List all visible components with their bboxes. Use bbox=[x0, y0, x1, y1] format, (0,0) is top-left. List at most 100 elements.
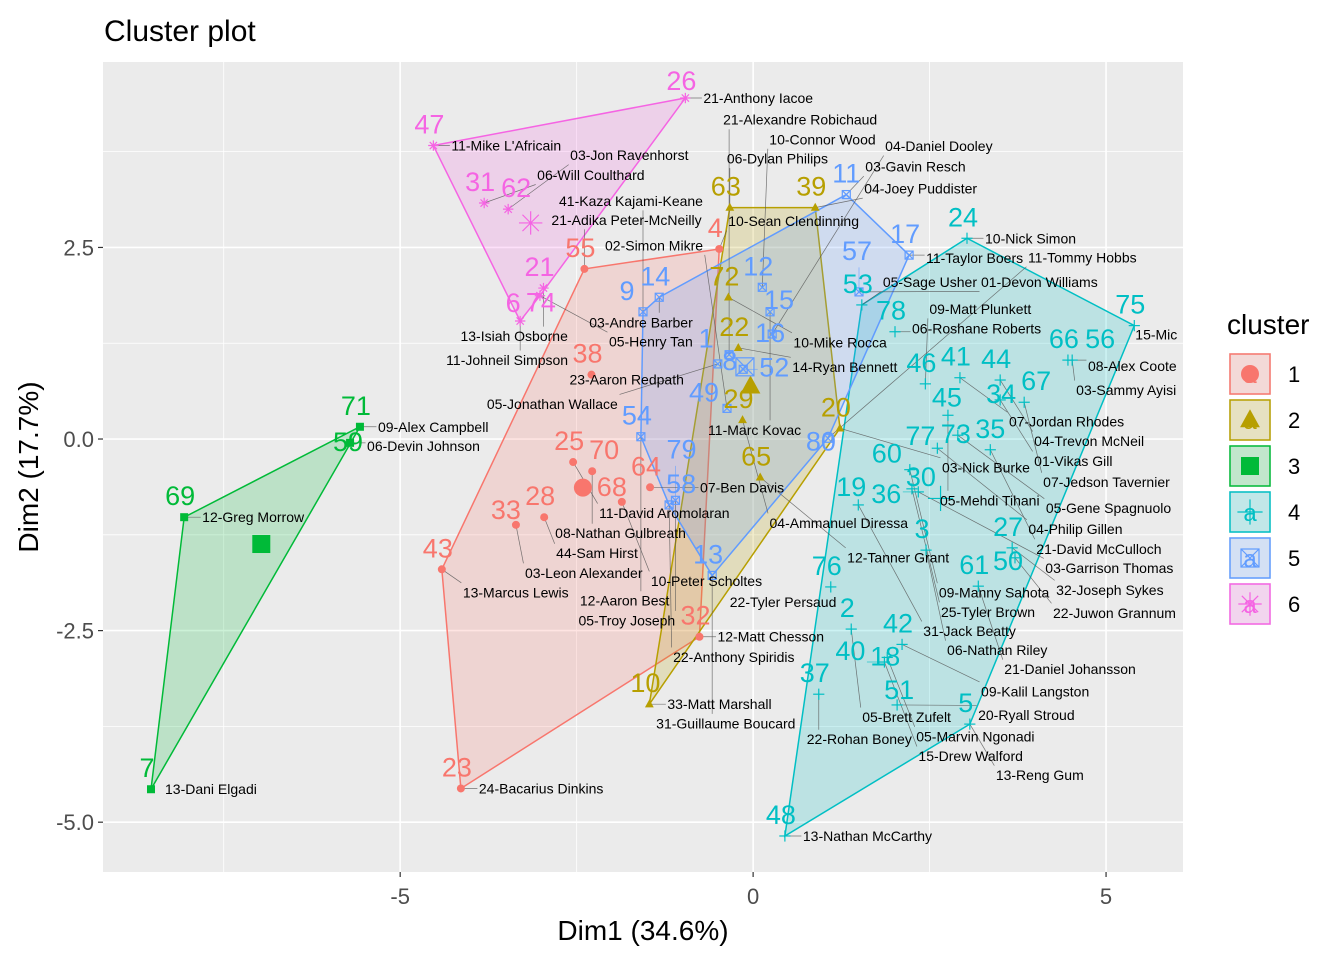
label-leader-line bbox=[827, 266, 1027, 439]
point-id-label: 65 bbox=[741, 441, 771, 471]
asterisk-marker bbox=[478, 197, 490, 209]
label-leader-line bbox=[539, 295, 608, 333]
point-name-label: 24-Bacarius Dinkins bbox=[479, 780, 603, 796]
label-leader-line bbox=[507, 164, 569, 210]
circle-marker bbox=[695, 632, 704, 641]
cluster-4-point bbox=[1066, 354, 1078, 366]
point-id-label: 71 bbox=[341, 391, 371, 421]
cluster-6-point bbox=[680, 92, 691, 104]
label-leader-line bbox=[761, 148, 769, 288]
cluster-2-point bbox=[835, 423, 845, 432]
cluster-4-point bbox=[942, 409, 954, 421]
point-id-label: 53 bbox=[843, 269, 873, 299]
point-name-label: 04-Joey Puddister bbox=[864, 181, 977, 197]
point-name-label: 22-Tyler Persaud bbox=[730, 594, 837, 610]
cluster-5-point bbox=[757, 282, 767, 292]
cluster-4-point bbox=[954, 372, 966, 384]
y-tick-label: 0.0 bbox=[63, 427, 94, 452]
label-leader-line bbox=[728, 296, 793, 334]
point-id-label: 66 bbox=[1049, 324, 1079, 354]
point-name-label: 10-Connor Wood bbox=[769, 131, 875, 147]
label-leader-line bbox=[989, 449, 1036, 540]
square-x-marker bbox=[767, 329, 777, 339]
point-id-label: 25 bbox=[554, 426, 584, 456]
label-leader-line bbox=[738, 347, 791, 358]
label-leader-line bbox=[886, 657, 916, 728]
point-id-label: 14 bbox=[640, 261, 670, 291]
point-id-label: 31 bbox=[465, 167, 495, 197]
point-id-label: 30 bbox=[906, 462, 936, 492]
cluster-2-point bbox=[644, 699, 654, 708]
point-name-label: 09-Manny Sahota bbox=[939, 585, 1050, 601]
cluster-4-point bbox=[904, 464, 916, 476]
cluster-5-point bbox=[636, 432, 646, 442]
point-id-label: 72 bbox=[709, 261, 739, 291]
asterisk-marker bbox=[538, 282, 549, 294]
point-id-label: 70 bbox=[589, 435, 619, 465]
point-name-label: 03-Leon Alexander bbox=[525, 565, 643, 581]
point-id-label: 43 bbox=[423, 533, 453, 563]
point-name-label: 05-Gene Spagnuolo bbox=[1046, 500, 1172, 516]
label-leader-line bbox=[742, 419, 769, 514]
square-x-marker bbox=[722, 403, 732, 413]
cluster-1-hull bbox=[441, 248, 721, 790]
label-leader-line bbox=[759, 477, 846, 549]
point-name-label: 04-Philip Gillen bbox=[1028, 521, 1122, 537]
point-id-label: 7 bbox=[139, 753, 154, 783]
point-id-label: 37 bbox=[800, 658, 830, 688]
point-name-label: 02-Simon Mikre bbox=[605, 237, 703, 253]
point-name-label: 04-Ammanuel Diressa bbox=[770, 515, 909, 531]
label-leader-line bbox=[977, 586, 1004, 660]
cluster-6-point bbox=[534, 290, 546, 301]
point-name-label: 04-Daniel Dooley bbox=[885, 138, 992, 154]
point-name-label: 21-Alexandre Robichaud bbox=[723, 112, 877, 128]
legend-letter: a bbox=[1243, 362, 1257, 389]
point-name-label: 05-Jonathan Wallace bbox=[487, 396, 618, 412]
point-name-label: 11-David Aromolaran bbox=[599, 505, 729, 521]
cluster-4-point bbox=[906, 483, 918, 495]
label-leader-line bbox=[925, 318, 929, 384]
legend-letter: a bbox=[1243, 592, 1257, 619]
label-leader-line bbox=[619, 363, 718, 395]
cluster-2-point bbox=[810, 202, 820, 211]
cluster-4-point bbox=[852, 499, 864, 511]
circle-marker bbox=[437, 565, 446, 574]
point-id-label: 80 bbox=[806, 426, 836, 456]
cluster-4-hull bbox=[783, 237, 1136, 838]
point-name-label: 12-Aaron Best bbox=[580, 593, 670, 609]
circle-marker bbox=[617, 497, 626, 506]
point-id-label: 4 bbox=[708, 213, 723, 243]
cluster-1-point bbox=[587, 370, 596, 379]
point-id-label: 58 bbox=[666, 469, 696, 499]
point-id-label: 52 bbox=[759, 352, 789, 382]
cluster-2-point bbox=[724, 292, 733, 301]
point-id-label: 56 bbox=[1085, 324, 1115, 354]
point-id-label: 36 bbox=[871, 479, 901, 509]
point-name-label: 32-Joseph Sykes bbox=[1056, 582, 1163, 598]
square-x-marker bbox=[904, 250, 914, 260]
triangle-marker bbox=[738, 415, 747, 424]
cluster-4-point bbox=[856, 299, 868, 311]
label-leader-line bbox=[621, 501, 650, 572]
point-name-label: 05-Sage Usher bbox=[883, 274, 978, 290]
square-marker bbox=[180, 513, 189, 522]
circle-marker bbox=[715, 244, 724, 253]
cluster-4-point bbox=[1006, 542, 1018, 554]
point-id-label: 6 bbox=[506, 288, 521, 318]
circle-marker bbox=[456, 784, 465, 793]
cluster-hulls bbox=[150, 96, 1136, 838]
cluster-points bbox=[147, 92, 1140, 842]
cluster-3-centroid bbox=[252, 535, 271, 554]
point-id-label: 51 bbox=[884, 675, 914, 705]
cluster-6-centroid bbox=[518, 211, 543, 235]
triangle-marker bbox=[835, 423, 845, 432]
label-leader-line bbox=[858, 291, 980, 293]
point-id-label: 40 bbox=[835, 636, 865, 666]
cluster-3-hull bbox=[150, 424, 362, 790]
point-name-label: 13-Marcus Lewis bbox=[463, 584, 569, 600]
square-x-marker bbox=[854, 287, 864, 297]
square-x-marker bbox=[638, 307, 648, 317]
circle-marker bbox=[588, 467, 597, 476]
label-leader-line bbox=[999, 379, 1033, 432]
